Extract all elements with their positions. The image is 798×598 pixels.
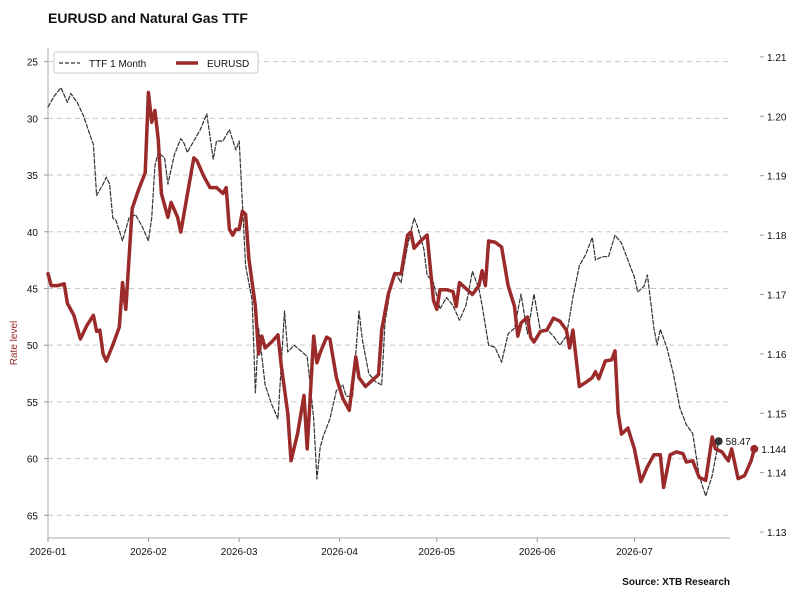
left-tick-label: 45 [27,284,39,295]
axes-layer: 25 30 35 40 45 50 55 60 65 1.21 1.20 1.19 1.18 1.17 1.… [9,48,787,558]
left-tick-label: 60 [27,455,39,466]
x-tick-label: 2026-07 [616,547,653,558]
left-tick-label: 35 [27,171,39,182]
right-tick-label: 1.16 [767,350,787,361]
series-layer [46,87,757,497]
x-tick-label: 2026-02 [130,547,167,558]
right-tick-label: 1.17 [767,290,787,301]
right-tick-label: 1.18 [767,231,787,242]
x-tick-label: 2026-05 [418,547,455,558]
series-end-label: 58.47 [726,437,751,448]
right-tick-label: 1.13 [767,528,787,539]
x-tick-label: 2026-03 [221,547,258,558]
labels-layer: 58.47 1.144 [714,437,787,456]
legend-label-ttf: TTF 1 Month [89,59,146,70]
right-tick-label: 1.14 [767,469,787,480]
left-tick-label: 25 [27,58,39,69]
series-line-0 [47,87,720,497]
right-tick-label: 1.21 [767,53,787,64]
left-tick-label: 30 [27,114,39,125]
left-tick-label: 55 [27,398,39,409]
x-tick-label: 2026-06 [519,547,556,558]
x-tick-label: 2026-04 [321,547,358,558]
legend-label-eurusd: EURUSD [207,59,249,70]
chart-source: Source: XTB Research [622,577,730,588]
left-tick-label: 50 [27,341,39,352]
left-axis-label: Rate level [9,321,20,365]
right-tick-label: 1.20 [767,112,787,123]
chart-title: EURUSD and Natural Gas TTF [48,10,248,26]
series-line-1 [46,90,757,490]
series-end-marker [714,437,723,446]
x-tick-label: 2026-01 [30,547,67,558]
legend-box [53,51,259,74]
right-tick-label: 1.19 [767,172,787,183]
right-tick-label: 1.15 [767,409,787,420]
series-end-marker [750,444,759,453]
left-tick-label: 65 [27,511,39,522]
series-end-label: 1.144 [761,445,786,456]
left-tick-label: 40 [27,228,39,239]
legend-layer: TTF 1 Month EURUSD [53,51,259,74]
